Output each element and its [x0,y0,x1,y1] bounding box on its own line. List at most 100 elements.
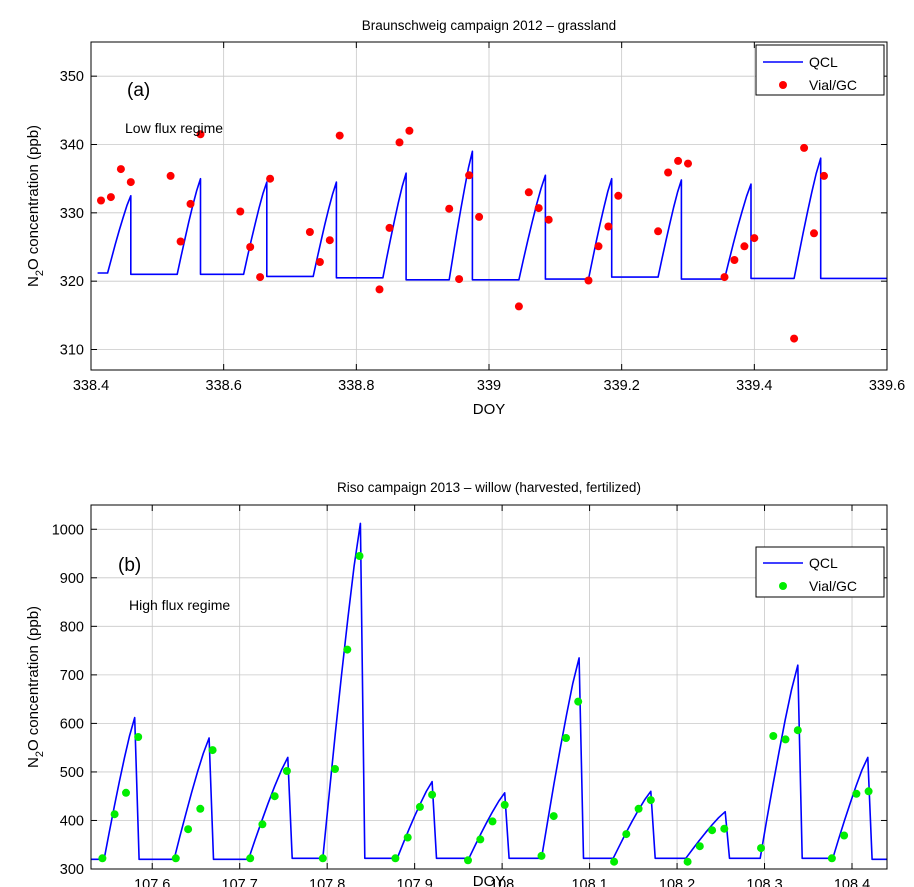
panel-a-vial-point [664,168,673,177]
panel-a-vial-point [820,171,828,180]
panel-a-annotation: Low flux regime [125,120,223,136]
panel-a-legend-box [755,44,885,96]
panel-b-axes-box [90,504,888,870]
panel-b-vial-point [403,833,412,842]
panel-b-vial-point [415,802,424,811]
panel-a-ytick-label: 310 [60,343,84,359]
panel-a-legend: QCL Vial/GC [755,44,885,96]
panel-a-vial-point [614,191,623,200]
panel-b-vial-point [634,804,643,813]
panel-b-vial-point [852,789,861,798]
panel-b-series [91,522,887,866]
panel-a-ylabel: N2O concentration (ppb) [25,125,46,287]
panel-b-vial-point [270,792,279,801]
panel-b-vial-point [282,767,291,775]
panel-a-ytick-label: 320 [60,274,84,290]
panel-a-vial-point [97,196,105,205]
panel-b-vial-point [208,746,217,755]
panel-b-vial-point [464,856,472,865]
panel-b-xtick-label: 107.7 [222,877,258,887]
panel-b-qcl-line [91,522,887,861]
panel-b-xtick-label: 108.3 [746,877,782,887]
panel-a-ylabel-sub: 2 [34,270,46,276]
panel-a-vial-point [524,188,533,197]
panel-b-letter: (b) [118,555,141,576]
panel-b-xtick-label: 108.1 [571,877,607,887]
panel-b-vial-point [769,732,778,740]
panel-b-vial-point [488,817,497,826]
panel-a-vial-point [654,227,663,236]
panel-a-ylabel-n: N [25,276,42,287]
panel-b-vial-point [343,645,352,654]
panel-b-legend-gc-label: Vial/GC [809,578,857,594]
panel-a-xtick-label: 339.4 [736,378,772,394]
panel-b-legend: QCL Vial/GC [755,546,885,598]
panel-b-ticks: 107.6 107.7 107.8 107.9 108 108.1 108.2 108.3 10… [52,505,887,887]
panel-a-vial-point [684,159,692,168]
panel-b-vial-point [720,824,729,833]
panel-a-title: Braunschweig campaign 2012 – grassland [362,18,616,33]
panel-a-xlabel: DOY [473,401,506,418]
panel-b-vial-point [355,552,364,560]
panel-b-ylabel: N2O concentration (ppb) [25,606,46,768]
panel-a-legend-qcl-label: QCL [809,54,838,70]
panel-a-vial-point [375,285,384,294]
panel-b-vial-point [827,854,836,863]
panel-a-vial-point [405,126,414,135]
panel-a-vial-point [196,130,205,139]
panel-b-vial-point [196,804,205,813]
panel-a-vial-point [584,276,593,285]
panel-a-vial-point [740,242,749,251]
panel-a-ytick-label: 340 [60,138,84,154]
panel-b-ytick-label: 1000 [52,522,84,538]
panel-a-vial-point [810,229,818,238]
panel-b-xtick-label: 107.6 [134,877,170,887]
panel-b-vial-point [562,734,570,742]
panel-a-xtick-label: 338.8 [338,378,374,394]
panel-b-ytick-label: 400 [60,813,84,829]
panel-a-vial-point [594,242,603,251]
panel-b-vial-point [318,854,327,863]
panel-b-vial-point [683,857,692,866]
panel-a-vial-point [514,302,523,311]
panel-a-vial-point [325,236,334,245]
panel-b-ytick-label: 300 [60,862,84,878]
panel-b-vial-point [695,842,704,851]
panel-b-vial-point [708,826,717,835]
panel-a-vial-point [315,258,324,266]
panel-b-xtick-label: 108.4 [834,877,870,887]
panel-a-vial-point [544,215,553,224]
panel-b-xtick-label: 108 [490,877,514,887]
panel-a-ylabel-rest: O concentration (ppb) [25,125,42,270]
panel-a-vial-point [246,243,255,251]
panel-a-vial-point [730,256,739,264]
panel-b-vial-point [610,857,619,866]
panel-a-xtick-label: 338.4 [73,378,109,394]
panel-a-vial-point [604,222,613,231]
panel-b-legend-box [755,546,885,598]
panel-a-vial-point [455,275,464,284]
panel-b-legend-gc-swatch [779,582,787,590]
panel-a-vial-point [445,204,454,213]
panel-b-vial-point [646,796,655,805]
panel-a-vial-point [266,174,275,183]
panel-b-vial-point [574,697,583,706]
panel-a-qcl-line [97,150,887,281]
panel-b-vial-point [781,735,790,744]
panel-a-vial-point [790,334,799,343]
panel-a-vial-point [800,143,809,152]
panel-b-xlabel: DOY [473,873,506,887]
panel-b-vial-point [622,830,631,839]
panel-b-xtick-label: 108.2 [659,877,695,887]
panel-a-vial-point [236,207,245,216]
panel-b-vial-point [476,835,485,844]
panel-a-vial-point [116,165,125,174]
panel-b-vial-point [840,831,849,840]
panel-b-xtick-label: 107.8 [309,877,345,887]
panel-b-vial-point [549,812,558,821]
panel-b-ytick-label: 900 [60,571,84,587]
panel-a-vial-point [395,138,404,147]
panel-b-vial-point [537,851,546,860]
panel-a-series [97,126,887,343]
